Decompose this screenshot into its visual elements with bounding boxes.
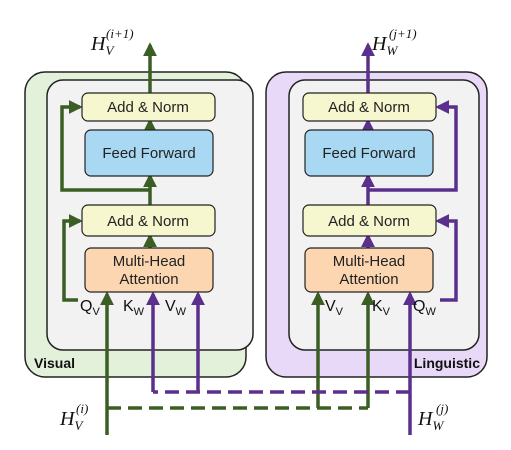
- linguistic-add-norm-bottom-label: Add & Norm: [328, 213, 410, 230]
- linguistic-add-norm-top-label: Add & Norm: [328, 99, 410, 116]
- visual-input-label: HV: [59, 408, 84, 433]
- linguistic-block-label: Linguistic: [414, 355, 480, 371]
- visual-attention-label-line2: Attention: [119, 271, 178, 288]
- visual-v-label: VW: [165, 298, 187, 318]
- linguistic-output-superscript: (j+1): [389, 26, 417, 41]
- visual-attention-box: [84, 247, 214, 293]
- linguistic-q-label: QW: [413, 298, 436, 318]
- linguistic-input-superscript: (j): [436, 401, 448, 416]
- linguistic-residual-ff: [368, 100, 458, 192]
- visual-output-label: HV: [90, 33, 115, 58]
- linguistic-input-label: HW: [417, 408, 444, 433]
- visual-feed-forward-box: [84, 129, 214, 177]
- visual-attention-label-line1: Multi-Head: [113, 253, 186, 270]
- visual-add-norm-top-label: Add & Norm: [107, 99, 189, 116]
- linguistic-attention-label-line1: Multi-Head: [333, 253, 406, 270]
- linguistic-feed-forward-box: [304, 129, 434, 177]
- visual-add-norm-bottom-box: [81, 204, 216, 237]
- visual-block-label: Visual: [34, 355, 75, 371]
- linguistic-residual-attention: [435, 214, 458, 302]
- linguistic-attention-box: [304, 247, 434, 293]
- linguistic-add-norm-top-box: [302, 92, 437, 122]
- visual-residual-attention: [62, 214, 83, 302]
- linguistic-feed-forward-label: Feed Forward: [322, 145, 415, 162]
- visual-residual-ff: [60, 100, 150, 192]
- linguistic-output-label: HW: [371, 33, 398, 58]
- linguistic-add-norm-bottom-box: [302, 204, 437, 237]
- linguistic-k-label: KV: [372, 298, 391, 318]
- linguistic-attention-label-line2: Attention: [339, 271, 398, 288]
- visual-q-label: QV: [80, 298, 100, 318]
- visual-input-superscript: (i): [76, 401, 88, 416]
- visual-add-norm-bottom-label: Add & Norm: [107, 213, 189, 230]
- visual-add-norm-top-box: [81, 92, 216, 122]
- visual-output-superscript: (i+1): [106, 26, 134, 41]
- visual-k-label: KW: [123, 298, 145, 318]
- visual-feed-forward-label: Feed Forward: [102, 145, 195, 162]
- linguistic-v-label: VV: [325, 298, 344, 318]
